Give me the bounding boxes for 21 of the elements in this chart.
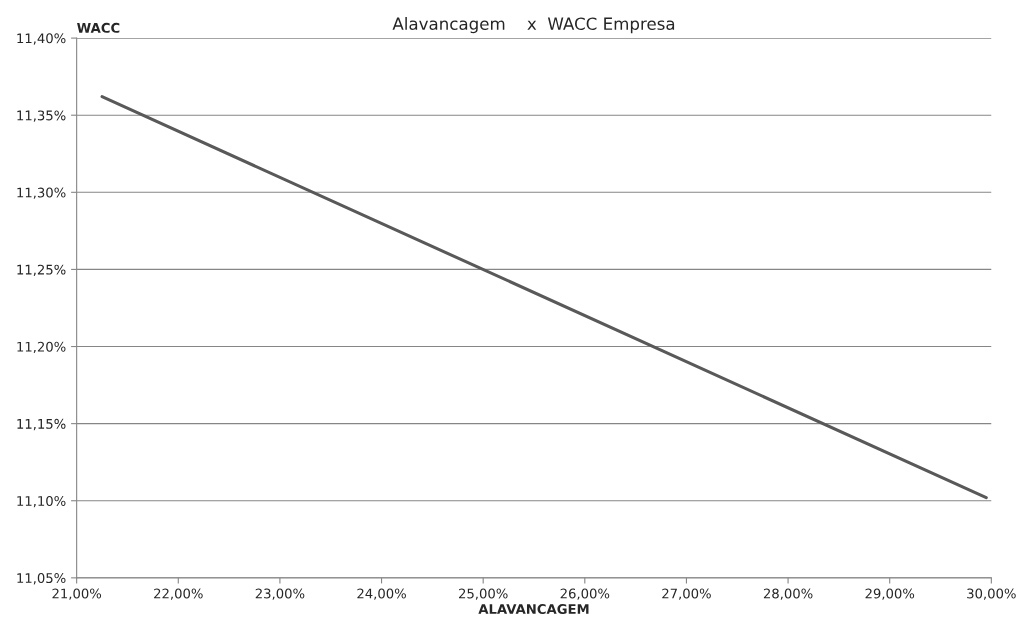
x-tick-label: 24,00% xyxy=(357,588,406,600)
x-tick-label: 30,00% xyxy=(967,588,1016,600)
x-tick-label: 23,00% xyxy=(255,588,305,600)
x-tick-label: 21,00% xyxy=(52,588,102,600)
chart-title: Alavancagem x WACC Empresa xyxy=(392,17,675,34)
y-tick-label: 11,30% xyxy=(17,187,66,199)
y-axis-title: WACC xyxy=(77,22,120,33)
y-tick-label: 11,35% xyxy=(17,110,66,122)
x-axis-title: ALAVANCAGEM xyxy=(478,604,589,615)
x-tick-label: 28,00% xyxy=(763,588,813,600)
x-tick-label: 29,00% xyxy=(865,588,915,600)
x-tick-label: 22,00% xyxy=(154,588,203,600)
x-tick-label: 27,00% xyxy=(662,588,711,600)
x-tick-label: 25,00% xyxy=(458,588,508,600)
y-tick-label: 11,15% xyxy=(17,418,66,431)
y-tick-label: 11,05% xyxy=(17,573,66,585)
x-tick-label: 26,00% xyxy=(560,588,610,600)
y-tick-label: 11,20% xyxy=(17,341,66,354)
y-tick-label: 11,10% xyxy=(17,495,66,508)
y-tick-label: 11,25% xyxy=(17,264,66,276)
y-tick-label: 11,40% xyxy=(17,33,66,45)
